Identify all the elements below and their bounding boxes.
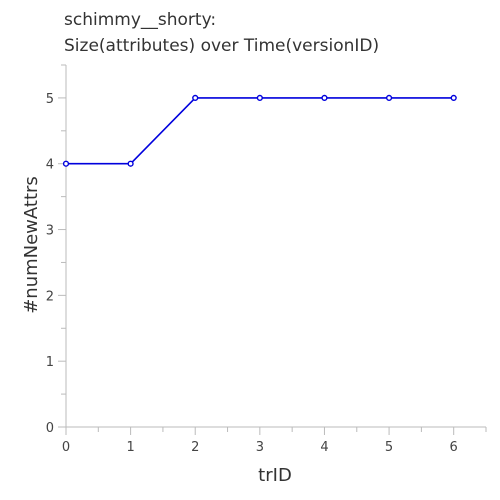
data-point bbox=[321, 94, 328, 102]
series-marks bbox=[62, 94, 457, 167]
chart-title-line1: schimmy__shorty: bbox=[64, 10, 216, 30]
data-point bbox=[62, 160, 70, 167]
series-line bbox=[66, 97, 454, 165]
x-tick-label: 2 bbox=[191, 440, 199, 455]
x-tick-label: 0 bbox=[62, 440, 70, 455]
y-tick-label: 5 bbox=[46, 92, 54, 107]
y-axis-label: #numNewAttrs bbox=[21, 176, 42, 314]
axes: 0 1 2 3 4 5 0 1 2 3 4 5 6 bbox=[46, 64, 487, 455]
x-tick-label: 6 bbox=[450, 440, 458, 455]
y-tick-label: 3 bbox=[46, 224, 54, 239]
data-point bbox=[450, 94, 457, 102]
x-tick-label: 3 bbox=[256, 440, 264, 455]
x-tick-label: 4 bbox=[320, 440, 328, 455]
data-point bbox=[127, 160, 134, 167]
y-tick-label: 4 bbox=[46, 158, 54, 173]
y-tick-label: 1 bbox=[46, 355, 54, 370]
chart-title-line2: Size(attributes) over Time(versionID) bbox=[64, 36, 379, 56]
y-tick-label: 0 bbox=[46, 421, 54, 436]
data-point bbox=[256, 94, 263, 102]
data-point bbox=[192, 94, 199, 102]
y-tick-label: 2 bbox=[46, 289, 54, 304]
x-tick-label: 1 bbox=[126, 440, 134, 455]
x-axis-label: trID bbox=[258, 465, 292, 486]
data-point bbox=[385, 94, 393, 102]
x-tick-label: 5 bbox=[385, 440, 393, 455]
